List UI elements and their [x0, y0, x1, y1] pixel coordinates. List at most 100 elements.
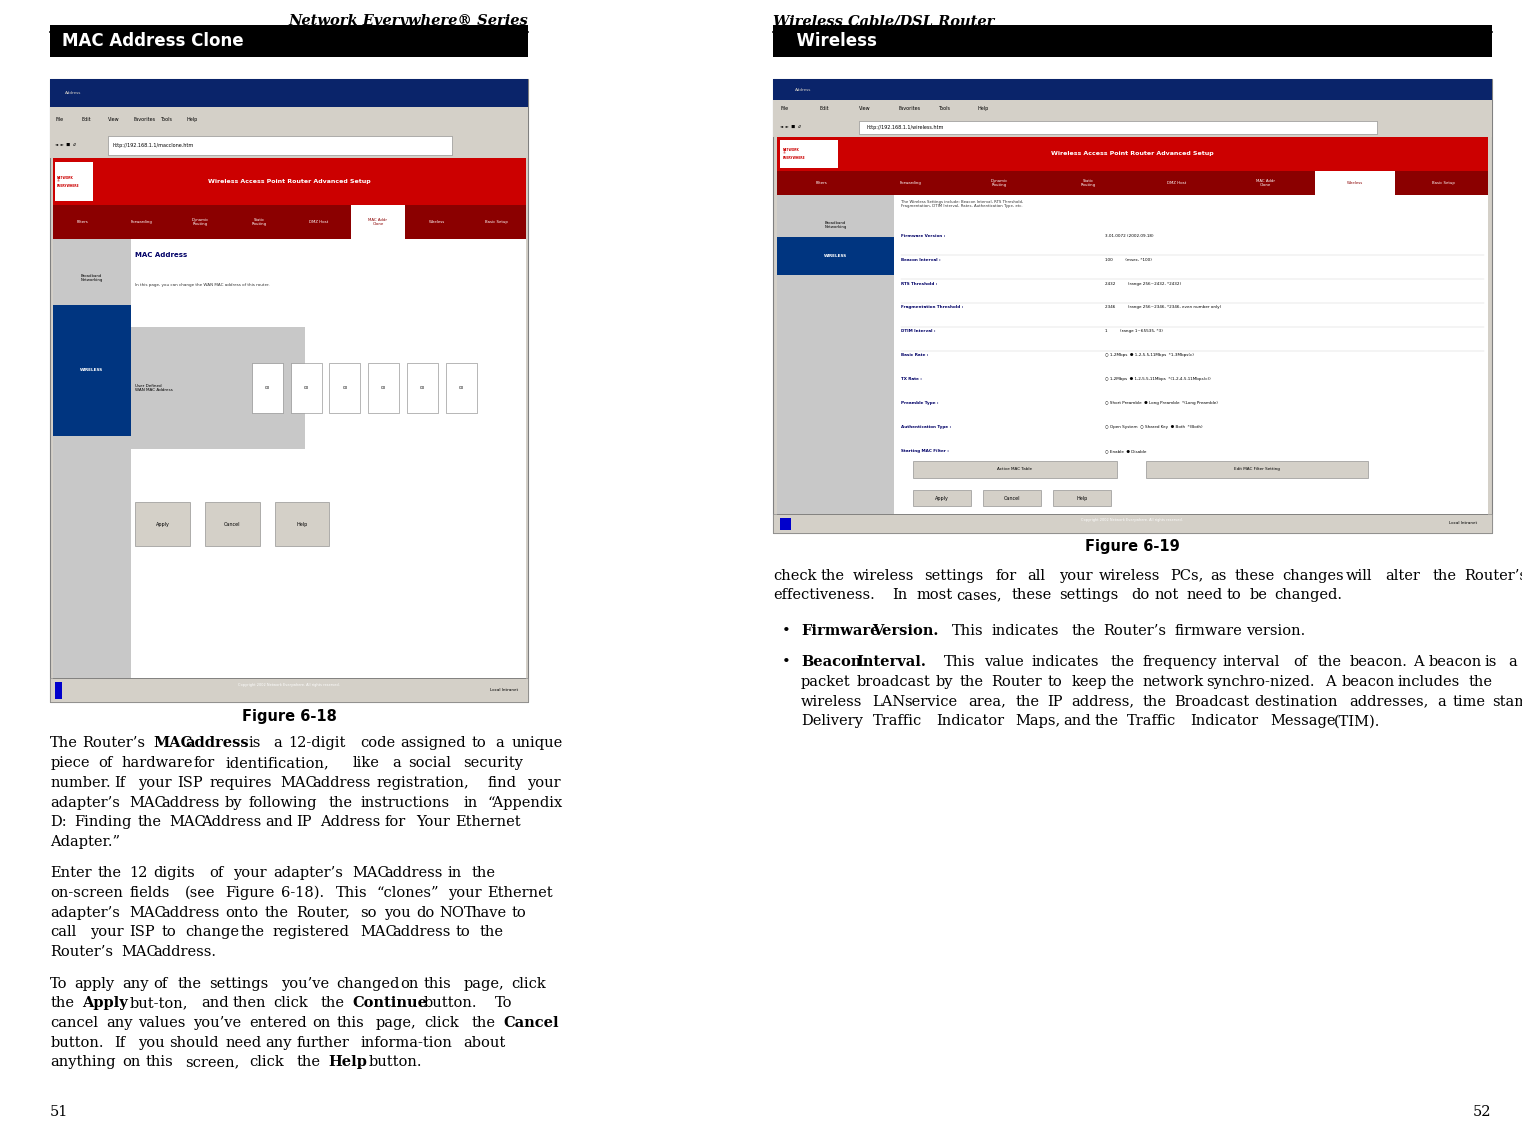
Text: requires: requires	[209, 776, 272, 790]
Text: your: your	[90, 926, 123, 939]
Text: Edit: Edit	[820, 107, 829, 111]
Bar	[50, 25, 528, 57]
Bar	[773, 79, 1492, 100]
Text: the: the	[1318, 655, 1341, 670]
Text: your: your	[447, 886, 481, 900]
Text: the: the	[472, 867, 496, 880]
Bar	[352, 205, 405, 239]
Text: 00: 00	[303, 386, 309, 390]
Text: the: the	[321, 996, 344, 1011]
Text: View: View	[860, 107, 871, 111]
Text: Copyright 2002 Network Everywhere. All rights reserved.: Copyright 2002 Network Everywhere. All r…	[1082, 518, 1183, 522]
Text: fields: fields	[129, 886, 170, 900]
Text: Ethernet: Ethernet	[455, 816, 521, 829]
Text: change: change	[186, 926, 239, 939]
Text: Network Everywhere® Series: Network Everywhere® Series	[288, 15, 528, 28]
Text: area,: area,	[968, 695, 1006, 709]
Text: your: your	[1059, 569, 1093, 582]
Text: Delivery: Delivery	[801, 715, 863, 729]
Bar	[1315, 171, 1394, 195]
Text: MAC: MAC	[154, 736, 193, 750]
Text: WIRELESS: WIRELESS	[81, 368, 103, 373]
Text: Dynamic
Routing: Dynamic Routing	[192, 219, 209, 225]
Text: MAC: MAC	[352, 867, 390, 880]
Text: Address: Address	[64, 92, 81, 95]
Text: to: to	[1047, 675, 1062, 689]
Text: following: following	[250, 795, 318, 809]
Text: on: on	[122, 1055, 140, 1070]
Text: registration,: registration,	[376, 776, 469, 790]
Text: the: the	[1111, 655, 1135, 670]
Text: you’ve: you’ve	[193, 1016, 242, 1030]
Text: the: the	[50, 996, 75, 1011]
Text: do: do	[416, 905, 434, 920]
Text: be: be	[1250, 588, 1268, 603]
Text: settings: settings	[924, 569, 983, 582]
Text: http://192.168.1.1/macclone.htm: http://192.168.1.1/macclone.htm	[113, 143, 193, 148]
Text: MAC: MAC	[129, 905, 166, 920]
Text: alter: alter	[1385, 569, 1420, 582]
Text: •: •	[781, 655, 790, 670]
Text: NOT: NOT	[440, 905, 475, 920]
Text: button.: button.	[423, 996, 478, 1011]
Text: ○ Short Preamble  ● Long Preamble  *(Long Preamble): ○ Short Preamble ● Long Preamble *(Long …	[1105, 401, 1218, 406]
Text: Firmware Version :: Firmware Version :	[901, 233, 945, 238]
Text: anything: anything	[50, 1055, 116, 1070]
Text: button.: button.	[368, 1055, 422, 1070]
Bar	[913, 489, 971, 506]
Text: MAC: MAC	[169, 816, 205, 829]
Text: Basic Setup: Basic Setup	[484, 220, 508, 224]
Text: Local Intranet: Local Intranet	[490, 688, 519, 692]
Text: Firmware: Firmware	[801, 624, 880, 638]
Text: of: of	[154, 977, 167, 990]
Text: Finding: Finding	[75, 816, 131, 829]
Text: NETWORK
®
EVERYWHERE: NETWORK ® EVERYWHERE	[56, 176, 79, 187]
Text: Wireless Access Point Router Advanced Setup: Wireless Access Point Router Advanced Se…	[209, 179, 370, 185]
Bar	[55, 162, 93, 202]
Text: for: for	[995, 569, 1017, 582]
Text: Message: Message	[1269, 715, 1335, 729]
Text: service: service	[904, 695, 957, 709]
Text: the: the	[1094, 715, 1119, 729]
Bar	[329, 364, 361, 412]
Text: then: then	[233, 996, 266, 1011]
Text: This: This	[944, 655, 976, 670]
Text: 12: 12	[129, 867, 148, 880]
Text: Address: Address	[321, 816, 380, 829]
Text: page,: page,	[464, 977, 504, 990]
Text: to: to	[511, 905, 527, 920]
Text: security: security	[464, 756, 524, 770]
Text: Help: Help	[186, 118, 198, 122]
Text: Router’s: Router’s	[50, 945, 113, 960]
Text: the: the	[1432, 569, 1457, 582]
Text: Wireless: Wireless	[1347, 181, 1362, 185]
Text: File: File	[781, 107, 788, 111]
Text: your: your	[137, 776, 172, 790]
Text: (see: (see	[186, 886, 216, 900]
Text: page,: page,	[376, 1016, 417, 1030]
Text: Tools: Tools	[939, 107, 950, 111]
Text: IP: IP	[1047, 695, 1062, 709]
Bar	[131, 326, 306, 450]
Text: and: and	[1064, 715, 1091, 729]
Text: MAC Address Clone: MAC Address Clone	[62, 32, 244, 50]
Text: the: the	[479, 926, 504, 939]
Text: adapter’s: adapter’s	[272, 867, 342, 880]
Text: changed: changed	[336, 977, 400, 990]
Bar	[205, 502, 260, 546]
Bar	[446, 364, 476, 412]
Text: wireless: wireless	[852, 569, 915, 582]
Text: Static
Routing: Static Routing	[1081, 179, 1096, 187]
Text: have: have	[472, 905, 507, 920]
Text: address: address	[161, 795, 219, 809]
Text: Figure: Figure	[225, 886, 274, 900]
Text: User Defined
WAN MAC Address: User Defined WAN MAC Address	[135, 384, 174, 392]
Bar	[776, 171, 1489, 195]
Text: adapter’s: adapter’s	[50, 905, 120, 920]
Text: The Wireless Settings include: Beacon Interval, RTS Threshold,
Fragmentation, DT: The Wireless Settings include: Beacon In…	[901, 201, 1024, 208]
Text: effectiveness.: effectiveness.	[773, 588, 875, 603]
Text: firmware: firmware	[1175, 624, 1242, 638]
Text: WIRELESS: WIRELESS	[823, 254, 848, 258]
Text: address: address	[384, 867, 443, 880]
Text: a: a	[272, 736, 282, 750]
